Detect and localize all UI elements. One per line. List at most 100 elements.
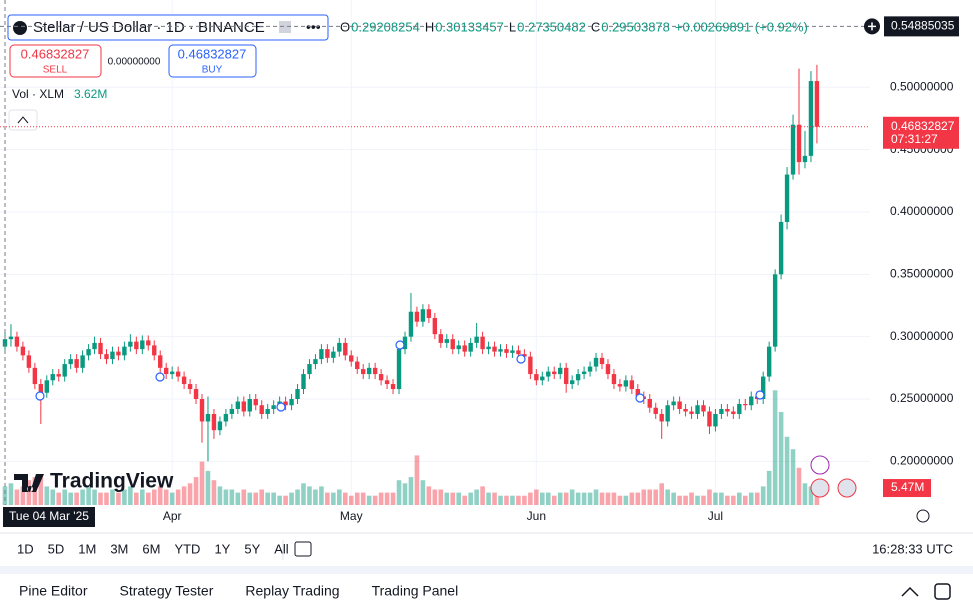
candle-body [480,336,485,350]
candle-body [295,389,300,400]
volume-bar [629,492,635,505]
candle-body [677,401,682,409]
sell-button[interactable] [9,44,102,78]
volume-bar [587,492,593,505]
volume-bar [128,486,133,505]
volume-bar [2,486,8,505]
volume-last-label: 5.47M [891,480,924,494]
panel-tab[interactable]: Replay Trading [245,583,339,599]
candle-body [659,413,664,422]
range-button[interactable]: All [274,541,289,556]
volume-bar [163,489,169,505]
candle-body [802,155,808,163]
candle-body [575,374,581,381]
candle-body [211,413,217,431]
candle-body [743,404,748,406]
settings-icon[interactable] [916,509,930,523]
event-markers [35,340,765,412]
volume-bar [486,492,491,505]
volume-bar [384,492,390,505]
volume-bar [784,436,790,505]
volume-bar [540,492,545,505]
candle-body [653,407,658,414]
more-dots[interactable]: ••• [306,19,321,35]
volume-legend-label: Vol · XLM [12,87,64,101]
candle-body [62,364,67,377]
candle-body [444,339,449,343]
volume-bar [408,477,414,505]
candle-body [229,408,235,414]
countdown: 07:31:27 [891,132,938,146]
panel-gap [0,566,973,574]
volume-bar [181,486,187,505]
candle-body [605,364,611,375]
candle-body [301,374,306,390]
candle-body [581,371,587,375]
candle-body [134,341,139,350]
volume-bar [337,489,342,505]
range-button[interactable]: YTD [174,541,200,556]
volume-bar [372,495,378,505]
panel-tab[interactable]: Trading Panel [372,583,459,599]
candle-body [468,342,473,352]
range-button[interactable]: 6M [142,541,160,556]
candle-body [569,380,575,385]
range-button[interactable]: 1Y [214,541,230,556]
volume-bar [277,495,282,505]
flag-event[interactable] [810,478,830,498]
volume-bar [611,492,617,505]
candle-body [289,399,294,406]
y-tick-label: 0.50000000 [890,79,954,93]
volume-bar [116,492,121,505]
candle-body [695,405,700,414]
candle-body [152,345,157,356]
volume-bar [169,492,175,505]
range-button[interactable]: 5Y [244,541,260,556]
candle-body [372,367,378,375]
range-button[interactable]: 5D [48,541,65,556]
volume-bar [360,492,366,505]
x-tick-label: Jul [708,509,723,523]
event-icon[interactable] [810,455,830,475]
volume-bar [653,489,659,505]
volume-bar [253,492,259,505]
volume-bar [725,495,730,505]
volume-bar [748,492,754,505]
panel-tab[interactable]: Pine Editor [19,583,88,599]
volume-bar [623,495,629,505]
crosshair-date: Tue 04 Mar '25 [9,509,89,523]
flag-event[interactable] [837,478,857,498]
range-button[interactable]: 1M [78,541,96,556]
expand-icon[interactable] [901,586,919,597]
candle-body [307,364,312,375]
ohlc-value: 0.29208254 [351,19,420,34]
flag-icon [279,21,291,33]
y-tick-label: 0.20000000 [890,454,954,468]
ohlc-label: O [340,19,350,34]
volume-bar [157,486,163,505]
maximize-icon[interactable] [934,583,951,600]
candle-body [701,405,706,412]
volume-bar [348,495,354,505]
collapse-button[interactable] [8,109,38,131]
candle-body [408,311,414,337]
candle-body [187,384,193,390]
range-button[interactable]: 3M [110,541,128,556]
volume-bar [731,495,736,505]
symbol-box[interactable] [7,14,329,41]
calendar-icon[interactable] [294,541,312,557]
candle-body [92,342,97,350]
grid [0,0,870,505]
panel-tab[interactable]: Strategy Tester [119,583,213,599]
volume-bar [283,495,288,505]
candle-body [599,357,605,365]
candle-body [814,81,820,127]
buy-button[interactable] [168,44,257,78]
volume-bar [635,492,641,505]
volume-bar [80,489,85,505]
candle-body [271,405,276,409]
candle-body [146,340,151,346]
candle-body [760,376,766,400]
range-button[interactable]: 1D [17,541,34,556]
volume-bar [247,492,253,505]
